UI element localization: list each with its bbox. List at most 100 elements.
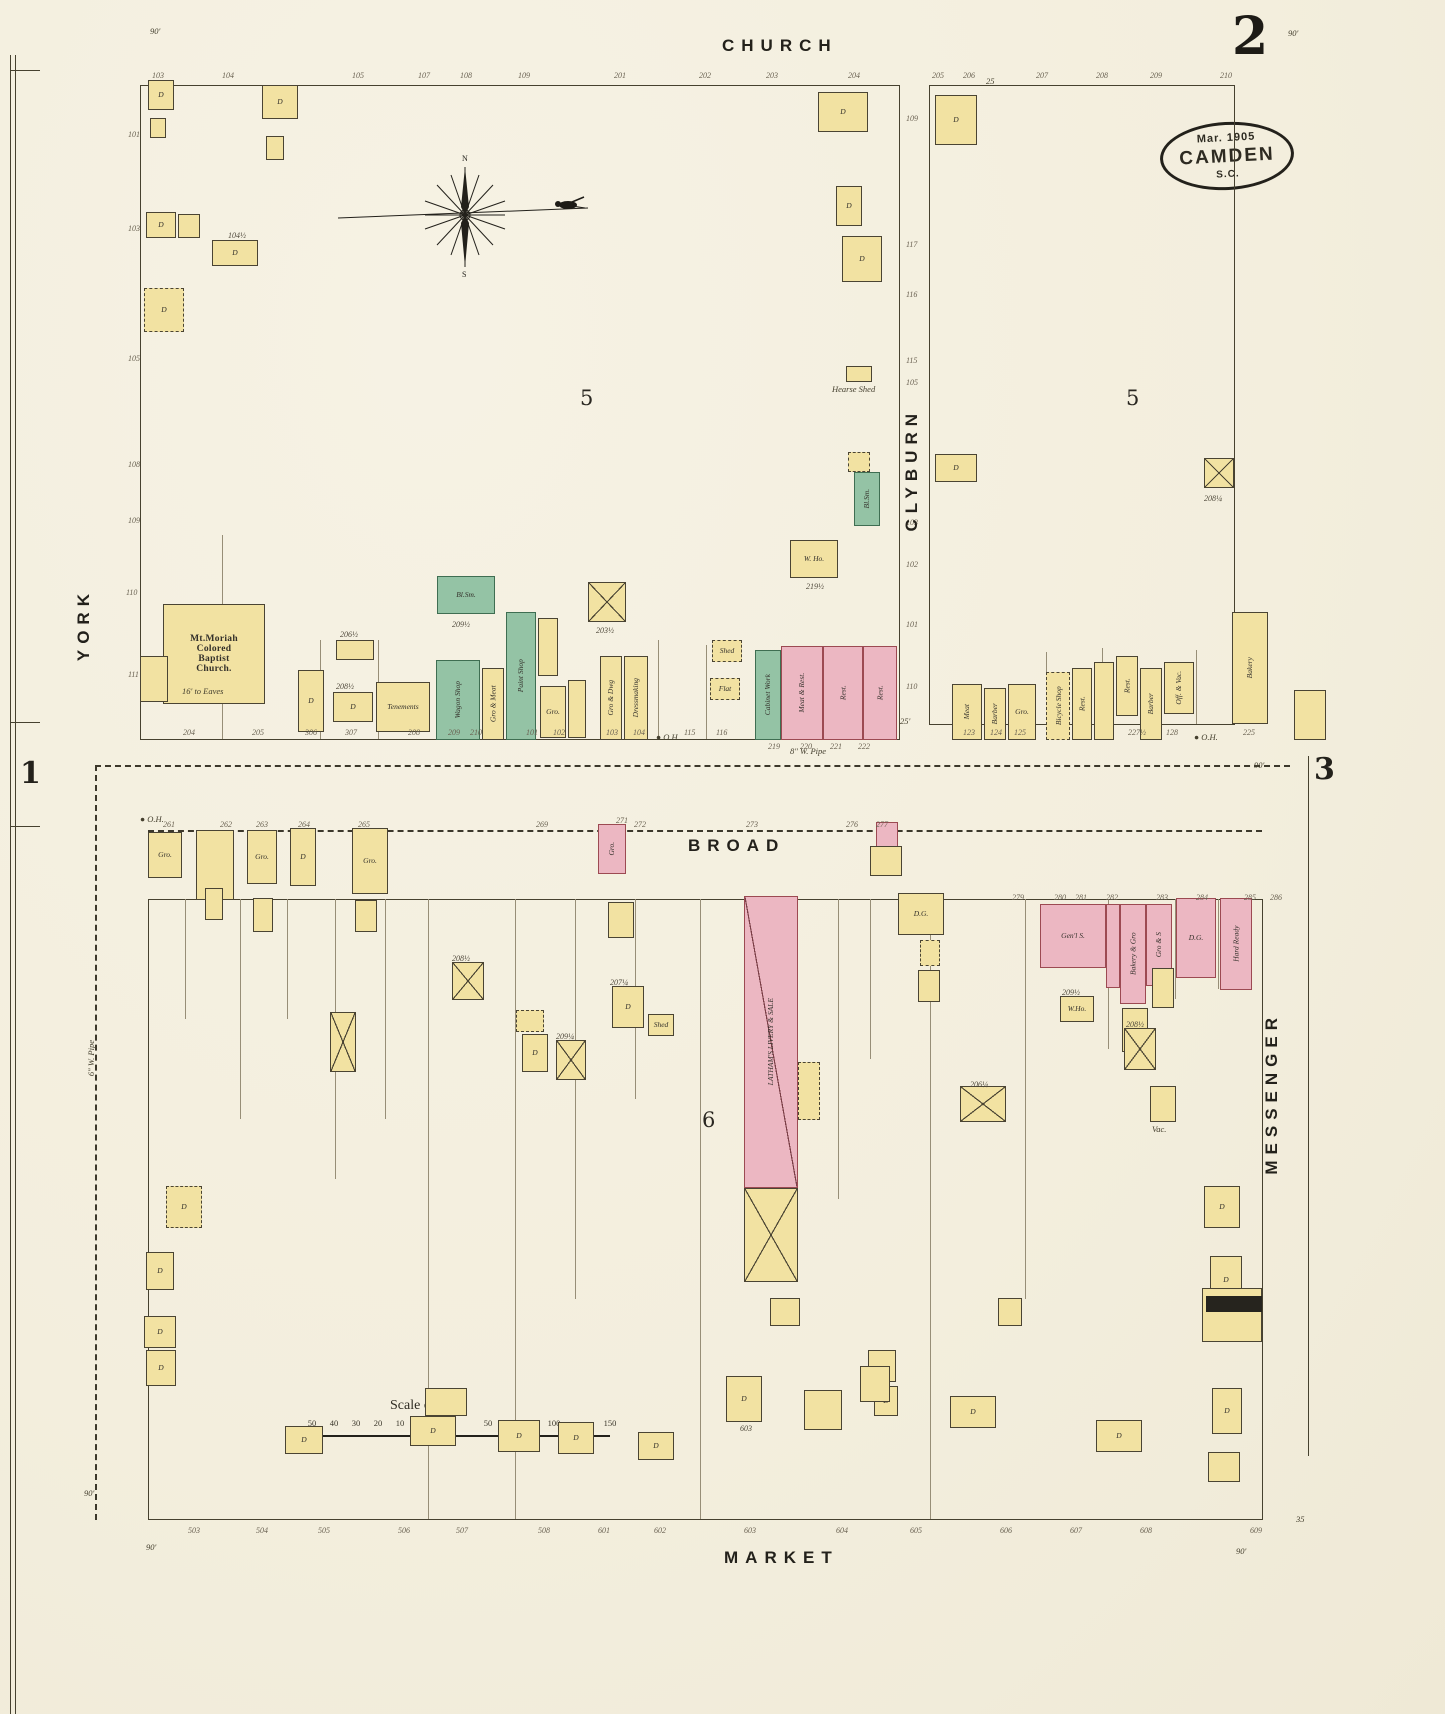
building	[336, 640, 374, 660]
street-number: 210	[1220, 71, 1232, 80]
street-label-market: MARKET	[724, 1548, 839, 1567]
map-note: 90'	[1254, 760, 1265, 770]
lot-line	[10, 826, 40, 827]
building: Gro & Meat	[482, 668, 504, 740]
building	[744, 1188, 798, 1282]
section-dash-line	[95, 765, 1290, 769]
sheet-number: 2	[1232, 6, 1269, 67]
street-number: 507	[456, 1526, 468, 1535]
building-label: D	[573, 1433, 579, 1443]
building-label: Gro.	[607, 842, 617, 856]
building	[556, 1040, 586, 1080]
street-number: 105	[352, 71, 364, 80]
street-number: 208	[1096, 71, 1108, 80]
building	[355, 900, 377, 932]
building-number: 206¼	[970, 1080, 988, 1089]
building: Gro.	[148, 832, 182, 878]
building	[330, 1012, 356, 1072]
street-number: 608	[1140, 1526, 1152, 1535]
street-number: 107	[418, 71, 430, 80]
building: D	[1212, 1388, 1242, 1434]
building	[804, 1390, 842, 1430]
building-label: D	[301, 1435, 307, 1445]
street-label-messenger: MESSENGER	[1262, 1012, 1281, 1175]
street-number: 207	[1036, 71, 1048, 80]
building: D.G.	[1176, 898, 1216, 978]
building: D	[262, 85, 298, 119]
street-number: 101	[526, 728, 538, 737]
building: D	[146, 1350, 176, 1386]
lot-line	[15, 55, 16, 1714]
building-label: Wagon Shop	[453, 681, 463, 719]
building	[918, 970, 940, 1002]
street-number: 271	[616, 816, 628, 825]
building-label: Gro.	[255, 852, 269, 862]
building: Bl.Sm.	[854, 472, 880, 526]
building-label: Barber	[1146, 693, 1156, 715]
building-number: 209½	[452, 620, 470, 629]
building-label: D	[232, 248, 238, 258]
building-label: Bakery	[1245, 657, 1255, 679]
building: Shed	[712, 640, 742, 662]
building	[1094, 662, 1114, 740]
block-number: 5	[580, 386, 594, 410]
building-label: D	[158, 220, 164, 230]
building	[538, 618, 558, 676]
building: W.Ho.	[1060, 996, 1094, 1022]
street-label-church: CHURCH	[722, 36, 838, 55]
building	[178, 214, 200, 238]
building: D	[950, 1396, 996, 1428]
street-number: 103	[606, 728, 618, 737]
stamp-state: S.C.	[1215, 168, 1240, 181]
building-number: 104½	[228, 231, 246, 240]
street-number: 269	[536, 820, 548, 829]
adjacent-sheet-right: 3	[1314, 752, 1335, 787]
building: D	[148, 80, 174, 110]
street-number: 225	[1243, 728, 1255, 737]
map-note: 25	[986, 76, 995, 86]
map-note: 6" W. Pipe	[86, 1040, 96, 1077]
building	[425, 1388, 467, 1416]
building: Rest.	[1072, 668, 1092, 740]
street-number: 210	[470, 728, 482, 737]
building: D	[410, 1416, 456, 1446]
street-number: 109	[128, 516, 140, 525]
building-label: D.G.	[1188, 933, 1204, 943]
building-label: Meat & Rest.	[797, 673, 807, 713]
building-label: Gro & Meat	[488, 685, 498, 723]
lot-line	[148, 899, 1262, 900]
building-label: Gro.	[158, 850, 172, 860]
street-number: 286	[1270, 893, 1282, 902]
building	[253, 898, 273, 932]
stamp-city: CAMDEN	[1178, 143, 1276, 170]
building	[205, 888, 223, 920]
building	[568, 680, 586, 738]
building: Paint Shop	[506, 612, 536, 740]
svg-text:N: N	[462, 154, 468, 163]
street-number: 506	[398, 1526, 410, 1535]
street-number: 265	[358, 820, 370, 829]
building-label: D.G.	[913, 909, 929, 919]
lot-line	[1175, 899, 1176, 999]
street-number: 220	[800, 742, 812, 751]
street-number: 604	[836, 1526, 848, 1535]
lot-line	[870, 899, 871, 1059]
building-number: 603	[740, 1424, 752, 1433]
street-number: 102	[553, 728, 565, 737]
building-label: Gro.	[363, 856, 377, 866]
block-number: 5	[1126, 386, 1140, 410]
map-note: 25'	[900, 716, 911, 726]
map-note: 90'	[150, 26, 161, 36]
building: D	[836, 186, 862, 226]
street-number: 204	[848, 71, 860, 80]
lot-line	[10, 70, 40, 71]
building-label: Gro.	[1015, 707, 1029, 717]
building-label: D	[1223, 1275, 1229, 1285]
building-label: Rest.	[875, 685, 885, 701]
building-label: D	[859, 254, 865, 264]
building-label: LATHAM'S LIVERY & SALE	[766, 998, 776, 1086]
street-number: 116	[716, 728, 728, 737]
street-number: 109	[906, 114, 918, 123]
building: Meat	[952, 684, 982, 740]
lot-line	[140, 85, 141, 740]
